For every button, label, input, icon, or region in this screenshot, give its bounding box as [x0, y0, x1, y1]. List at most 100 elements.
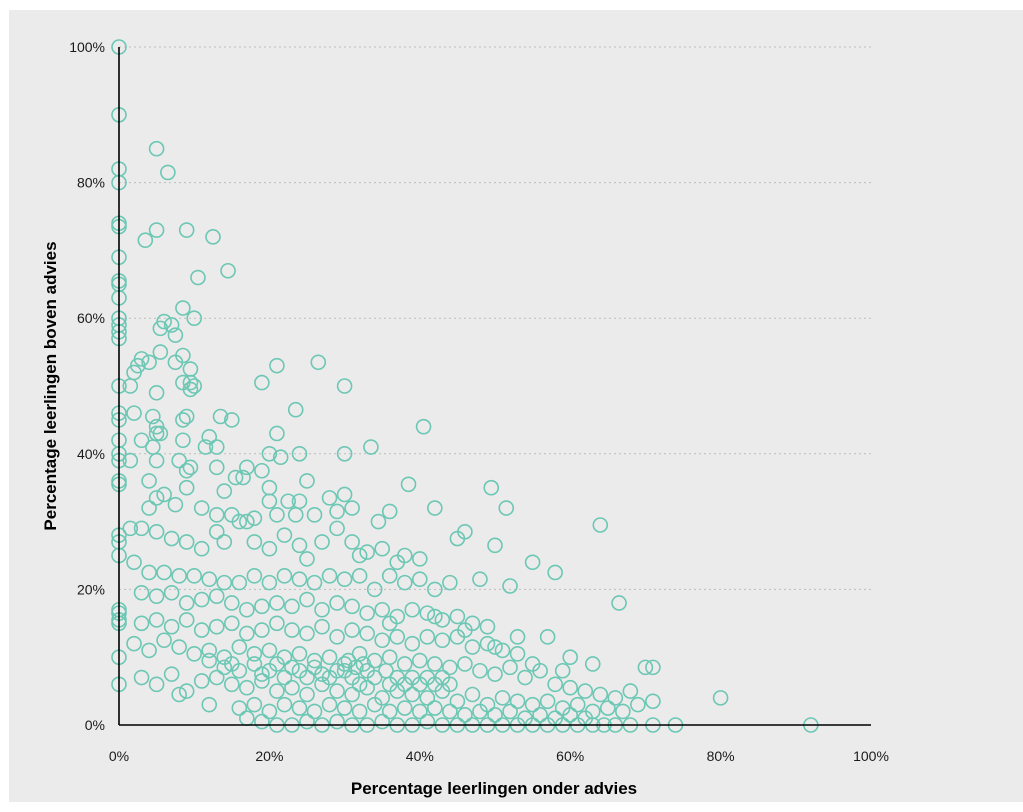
- data-point: [381, 615, 398, 632]
- data-point: [163, 666, 180, 682]
- data-point: [276, 568, 293, 584]
- data-point: [306, 574, 323, 591]
- data-point: [363, 439, 379, 455]
- data-point: [126, 554, 142, 571]
- x-tick-label: 0%: [109, 748, 129, 764]
- data-point: [261, 574, 278, 591]
- data-point: [239, 459, 255, 476]
- chart-panel: 0% 20% 40% 60% 80% 100% 0% 20% 40% 60% 80% 100% Pe…: [9, 10, 1023, 802]
- y-axis-title: Percentage leerlingen boven advies: [41, 241, 60, 530]
- data-point: [314, 666, 330, 682]
- data-point: [261, 493, 278, 510]
- data-point: [216, 659, 233, 676]
- data-point: [208, 523, 225, 540]
- data-point: [299, 551, 315, 567]
- data-point: [201, 696, 218, 713]
- data-point: [269, 357, 285, 374]
- data-point: [434, 612, 451, 628]
- data-point: [396, 700, 413, 716]
- data-point: [269, 507, 285, 523]
- data-point: [509, 646, 526, 662]
- data-point: [148, 612, 165, 628]
- data-point: [291, 646, 308, 662]
- data-point: [261, 445, 278, 462]
- data-point: [329, 683, 345, 699]
- data-point: [261, 479, 278, 496]
- data-point: [148, 140, 165, 157]
- data-point: [400, 476, 417, 493]
- data-point: [344, 598, 360, 615]
- data-point: [148, 676, 165, 693]
- data-point: [261, 540, 278, 557]
- data-point: [464, 639, 481, 655]
- data-point: [160, 164, 176, 181]
- data-point: [133, 615, 150, 632]
- data-point: [148, 384, 165, 401]
- data-point: [411, 652, 428, 669]
- data-point: [630, 696, 646, 713]
- data-point: [592, 517, 609, 533]
- data-point: [133, 520, 150, 537]
- data-point: [171, 686, 187, 703]
- data-point: [141, 564, 157, 581]
- data-point: [276, 527, 293, 543]
- x-tick-label: 20%: [255, 748, 283, 764]
- y-tick-label: 0%: [85, 717, 105, 733]
- data-point: [314, 618, 330, 635]
- data-point: [299, 686, 315, 703]
- data-point: [193, 673, 210, 689]
- x-axis-title: Percentage leerlingen onder advies: [351, 779, 637, 798]
- data-point: [479, 618, 496, 635]
- data-point: [306, 703, 323, 720]
- data-point: [163, 317, 180, 333]
- data-point: [216, 534, 233, 550]
- data-point: [427, 608, 443, 625]
- data-point: [348, 659, 364, 676]
- data-point: [374, 713, 391, 730]
- data-point: [190, 269, 206, 286]
- data-point: [306, 652, 323, 669]
- data-point: [269, 683, 285, 699]
- data-point: [224, 412, 240, 428]
- data-point: [163, 530, 180, 547]
- data-point: [224, 595, 240, 611]
- data-point: [415, 418, 432, 435]
- data-point: [449, 693, 466, 710]
- data-point: [182, 381, 199, 398]
- data-point: [442, 703, 458, 720]
- data-point: [344, 622, 360, 638]
- data-point: [359, 605, 375, 621]
- data-point: [201, 571, 218, 588]
- data-point: [178, 462, 195, 479]
- data-point: [562, 707, 579, 723]
- data-point: [239, 625, 255, 642]
- data-point: [299, 625, 315, 642]
- data-point: [487, 537, 503, 554]
- data-point: [167, 496, 184, 513]
- data-point: [306, 507, 323, 523]
- data-point: [216, 483, 233, 499]
- data-point: [208, 507, 225, 523]
- data-point: [171, 568, 187, 584]
- data-point: [254, 673, 270, 689]
- data-point: [148, 452, 165, 469]
- data-point: [366, 696, 383, 713]
- data-point: [329, 595, 345, 611]
- data-point: [284, 679, 300, 696]
- data-point: [427, 700, 443, 716]
- data-point: [239, 710, 255, 727]
- data-point: [622, 683, 639, 699]
- data-point: [235, 469, 251, 486]
- data-point: [336, 571, 353, 588]
- data-point: [239, 601, 255, 618]
- data-point: [182, 374, 199, 391]
- data-point: [336, 486, 353, 503]
- data-point: [464, 686, 481, 703]
- data-point: [167, 327, 184, 343]
- data-point: [396, 547, 413, 564]
- data-point: [193, 500, 210, 516]
- data-point: [201, 652, 218, 669]
- data-point: [246, 646, 263, 662]
- data-point: [220, 262, 236, 279]
- data-point: [276, 669, 293, 686]
